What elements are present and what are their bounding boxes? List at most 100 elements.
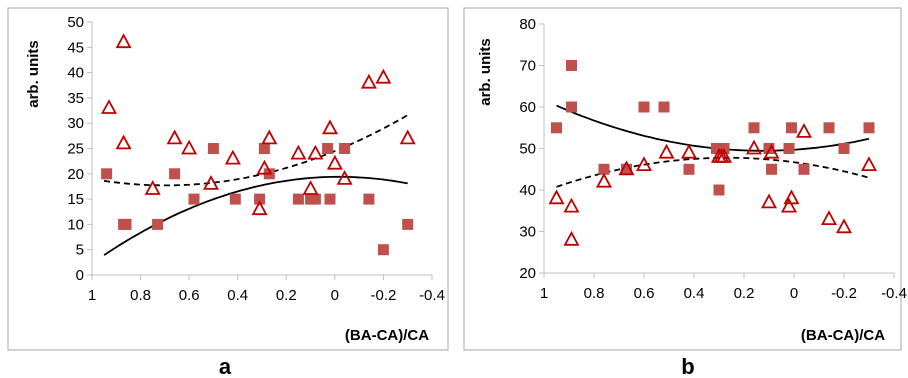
triangle-marker [290, 144, 307, 160]
x-tick-label: 0.4 [227, 287, 248, 304]
square-marker [863, 122, 875, 134]
y-tick-label: 30 [67, 115, 84, 132]
square-marker [783, 143, 795, 154]
y-tick-label: 40 [519, 182, 536, 199]
triangle-marker [336, 170, 353, 185]
triangle-marker [658, 143, 675, 159]
triangle-marker [820, 210, 838, 226]
square-marker [169, 168, 181, 180]
triangle-marker [326, 154, 343, 170]
panel-label-a: a [219, 354, 232, 378]
square-marker [551, 122, 562, 134]
x-tick-label: 0.8 [584, 285, 605, 302]
square-marker [766, 163, 777, 175]
square-marker [598, 163, 610, 175]
square-marker [823, 122, 835, 134]
triangle-marker [181, 139, 198, 155]
x-tick-label: 0.2 [276, 287, 297, 304]
dashed-fit-curve-a [103, 114, 409, 187]
x-tick-label: -0.4 [881, 285, 907, 302]
chart-frame-a [7, 7, 449, 351]
triangle-marker [100, 99, 118, 114]
square-marker [101, 168, 113, 180]
chart-frame-b [463, 7, 902, 351]
square-marker [152, 218, 164, 230]
triangle-marker [635, 156, 653, 172]
y-tick-label: 35 [67, 90, 84, 107]
y-tick-label: 25 [67, 141, 84, 158]
square-marker [377, 244, 389, 256]
triangle-marker [375, 68, 392, 84]
y-tick-label: 5 [76, 242, 84, 259]
square-marker [254, 193, 266, 205]
x-tick-label: 0.6 [179, 287, 200, 304]
square-marker [621, 163, 632, 175]
triangle-marker [760, 193, 778, 209]
square-marker [322, 143, 334, 154]
triangle-marker [680, 143, 698, 159]
triangle-marker [745, 139, 763, 155]
square-marker [713, 184, 725, 196]
x-tick-label: 0.4 [684, 285, 705, 302]
triangle-marker [595, 172, 613, 188]
square-marker [188, 193, 200, 205]
triangle-marker [115, 134, 132, 150]
square-marker [786, 122, 797, 134]
triangle-marker [563, 197, 580, 213]
square-marker [339, 143, 351, 154]
y-tick-label: 60 [519, 99, 536, 116]
triangle-marker [795, 123, 813, 138]
square-marker [566, 101, 577, 113]
square-marker [658, 101, 670, 113]
x-tick-label: 0 [331, 287, 339, 304]
triangle-marker [715, 147, 733, 163]
square-marker [363, 193, 375, 205]
plot-area-a: 0 5 10 15 20 25 30 35 40 45 50 1 0.8 0.6 0.4 0.2 0 -0.2 -0… [67, 14, 445, 304]
y-tick-label: 10 [67, 216, 84, 233]
plot-area-b: 20 30 40 50 60 70 80 1 0.8 0.6 0.4 0.2 0 -0.2 -0.4 [519, 16, 907, 302]
x-tick-label: 0.6 [634, 285, 655, 302]
y-tick-label: 50 [67, 14, 84, 31]
y-tick-label: 30 [519, 224, 536, 241]
triangle-marker [399, 129, 416, 145]
y-axis-label-a: arb. units [25, 40, 42, 108]
y-tick-label: 45 [67, 39, 84, 56]
triangle-marker [763, 143, 780, 159]
y-tick-label: 20 [67, 166, 84, 183]
square-marker [798, 163, 810, 175]
triangle-marker [780, 197, 798, 213]
triangle-marker [256, 159, 273, 175]
x-tick-label: 0.2 [734, 285, 755, 302]
triangle-marker [321, 119, 339, 135]
square-marker [258, 143, 270, 154]
x-axis-label-b: (BA-CA)/CA [801, 327, 885, 344]
square-marker [683, 163, 695, 175]
triangle-marker [548, 189, 565, 205]
x-tick-label: -0.2 [370, 287, 396, 304]
triangle-marker [860, 156, 878, 172]
triangle-marker [166, 129, 183, 145]
x-tick-label: 0.8 [130, 287, 151, 304]
triangle-marker [360, 73, 377, 89]
triangle-marker [618, 160, 635, 176]
square-marker [309, 193, 321, 205]
triangle-marker [302, 180, 319, 195]
square-marker [207, 143, 219, 154]
chart-panel-a: 0 5 10 15 20 25 30 35 40 45 50 1 0.8 0.6 0.4 0.2 0 -0.2 -0… [7, 7, 449, 378]
triangle-marker [224, 149, 241, 165]
chart-panel-b: 20 30 40 50 60 70 80 1 0.8 0.6 0.4 0.2 0 -0.2 -0.4 arb… [463, 7, 907, 378]
triangle-marker [307, 144, 324, 160]
square-marker [838, 143, 850, 154]
triangle-marker [144, 180, 161, 195]
y-tick-label: 50 [519, 141, 536, 158]
y-tick-label: 20 [519, 265, 536, 282]
triangle-marker [563, 230, 580, 246]
x-tick-label: 1 [88, 287, 96, 304]
x-tick-label: 0 [790, 285, 798, 302]
y-tick-label: 70 [519, 58, 536, 75]
x-tick-label: -0.4 [419, 287, 445, 304]
triangle-marker [202, 175, 220, 190]
square-marker [748, 122, 760, 134]
triangle-marker [783, 189, 800, 205]
